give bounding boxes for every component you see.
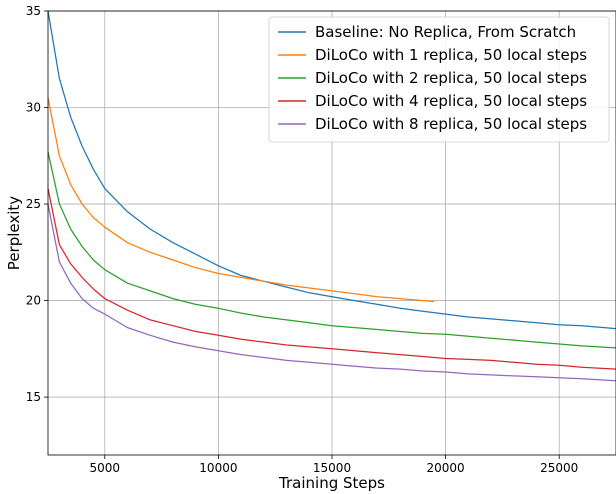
legend-label-2: DiLoCo with 1 replica, 50 local steps — [315, 46, 587, 64]
legend-label-1: Baseline: No Replica, From Scratch — [315, 23, 576, 41]
legend-box — [268, 16, 610, 143]
series-line-1 — [47, 10, 616, 330]
series-line-4 — [47, 188, 616, 370]
y-axis-label: Perplexity — [5, 196, 23, 270]
y-tick-label-4: 35 — [26, 4, 41, 18]
x-tick-label-3: 20000 — [427, 461, 465, 475]
legend-label-5: DiLoCo with 8 replica, 50 local steps — [315, 115, 587, 133]
x-tick-label-2: 15000 — [313, 461, 351, 475]
x-tick-label-1: 10000 — [199, 461, 237, 475]
series-line-5 — [47, 203, 616, 382]
series-line-3 — [47, 151, 616, 349]
y-tick-label-1: 20 — [26, 294, 41, 308]
series-lines — [47, 10, 616, 382]
tick-labels: 5000 10000 15000 20000 25000 15 20 25 30 35 — [26, 4, 579, 475]
y-tick-label-0: 15 — [26, 390, 41, 404]
legend-label-3: DiLoCo with 2 replica, 50 local steps — [315, 69, 587, 87]
x-tick-label-0: 5000 — [90, 461, 121, 475]
x-axis-label: Training Steps — [278, 474, 385, 492]
y-tick-label-3: 30 — [26, 101, 41, 115]
axes — [44, 10, 616, 459]
y-tick-label-2: 25 — [26, 197, 41, 211]
series-line-2 — [47, 97, 435, 303]
plot-frame — [47, 10, 616, 456]
legend: Baseline: No Replica, From Scratch DiLoCo… — [268, 16, 610, 143]
legend-label-4: DiLoCo with 4 replica, 50 local steps — [315, 92, 587, 110]
x-tick-label-4: 25000 — [540, 461, 578, 475]
